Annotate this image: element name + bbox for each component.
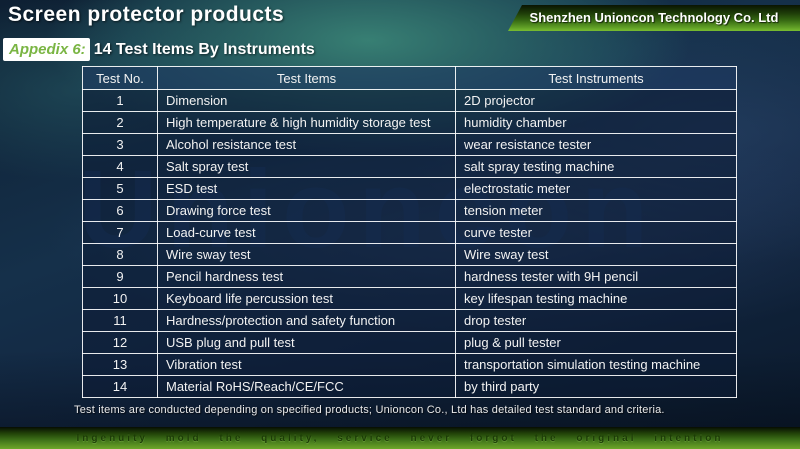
table-row: 13 Vibration test transportation simulatio… — [82, 353, 737, 376]
table-cell: curve tester — [455, 221, 737, 244]
table-cell: 10 — [82, 287, 158, 310]
column-header-test-instruments: Test Instruments — [455, 66, 737, 90]
table-cell: wear resistance tester — [455, 133, 737, 156]
column-header-test-items: Test Items — [157, 66, 456, 90]
footnote: Test items are conducted depending on sp… — [74, 404, 665, 416]
table-cell: 11 — [82, 309, 158, 332]
table-cell: Hardness/protection and safety function — [157, 309, 456, 332]
table-cell: plug & pull tester — [455, 331, 737, 354]
table-cell: 2 — [82, 111, 158, 134]
table-cell: Wire sway test — [455, 243, 737, 266]
table-cell: 6 — [82, 199, 158, 222]
table-cell: 14 — [82, 375, 158, 398]
table-cell: 5 — [82, 177, 158, 200]
table-cell: Vibration test — [157, 353, 456, 376]
table-cell: Pencil hardness test — [157, 265, 456, 288]
table-header-row: Test No. Test Items Test Instruments — [82, 66, 737, 90]
table-cell: drop tester — [455, 309, 737, 332]
table-cell: Material RoHS/Reach/CE/FCC — [157, 375, 456, 398]
table-cell: electrostatic meter — [455, 177, 737, 200]
table-cell: 4 — [82, 155, 158, 178]
table-row: 9 Pencil hardness test hardness tester wit… — [82, 265, 737, 288]
table-cell: Dimension — [157, 89, 456, 112]
table-cell: transportation simulation testing machin… — [455, 353, 737, 376]
table-cell: salt spray testing machine — [455, 155, 737, 178]
table-row: 7 Load-curve test curve tester — [82, 221, 737, 244]
table-row: 11 Hardness/protection and safety functio… — [82, 309, 737, 332]
test-items-table: Test No. Test Items Test Instruments 1 Di… — [82, 66, 737, 398]
table-cell: humidity chamber — [455, 111, 737, 134]
table-cell: 1 — [82, 89, 158, 112]
table-cell: Drawing force test — [157, 199, 456, 222]
company-banner-label: Shenzhen Unioncon Technology Co. Ltd — [529, 10, 779, 25]
table-row: 3 Alcohol resistance test wear resistance … — [82, 133, 737, 156]
table-row: 10 Keyboard life percussion test key lifes… — [82, 287, 737, 310]
table-cell: 12 — [82, 331, 158, 354]
table-cell: High temperature & high humidity storage… — [157, 111, 456, 134]
table-cell: key lifespan testing machine — [455, 287, 737, 310]
table-cell: tension meter — [455, 199, 737, 222]
table-cell: Load-curve test — [157, 221, 456, 244]
table-cell: 2D projector — [455, 89, 737, 112]
table-row: 12 USB plug and pull test plug & pull test… — [82, 331, 737, 354]
table-cell: USB plug and pull test — [157, 331, 456, 354]
company-banner: Shenzhen Unioncon Technology Co. Ltd — [508, 5, 800, 31]
column-header-test-no: Test No. — [82, 66, 158, 90]
table-cell: 13 — [82, 353, 158, 376]
table-row: 6 Drawing force test tension meter — [82, 199, 737, 222]
table-row: 8 Wire sway test Wire sway test — [82, 243, 737, 266]
table-cell: by third party — [455, 375, 737, 398]
table-cell: Wire sway test — [157, 243, 456, 266]
table-cell: Keyboard life percussion test — [157, 287, 456, 310]
footer-slogan-bar: Ingenuity mold the quality, service neve… — [0, 427, 800, 449]
table-cell: 8 — [82, 243, 158, 266]
table-row: 5 ESD test electrostatic meter — [82, 177, 737, 200]
footer-slogan: Ingenuity mold the quality, service neve… — [76, 433, 724, 444]
section-header: Appedix 6: 14 Test Items By Instruments — [3, 38, 315, 61]
table-cell: Alcohol resistance test — [157, 133, 456, 156]
table-cell: 9 — [82, 265, 158, 288]
table-row: 1 Dimension 2D projector — [82, 89, 737, 112]
table-row: 2 High temperature & high humidity storag… — [82, 111, 737, 134]
appendix-label: Appedix 6: — [3, 38, 90, 61]
table-row: 14 Material RoHS/Reach/CE/FCC by third par… — [82, 375, 737, 398]
table-cell: 3 — [82, 133, 158, 156]
table-cell: ESD test — [157, 177, 456, 200]
section-title: 14 Test Items By Instruments — [93, 40, 315, 58]
page-title: Screen protector products — [8, 3, 285, 26]
table-cell: hardness tester with 9H pencil — [455, 265, 737, 288]
table-cell: Salt spray test — [157, 155, 456, 178]
table-cell: 7 — [82, 221, 158, 244]
table-row: 4 Salt spray test salt spray testing machi… — [82, 155, 737, 178]
